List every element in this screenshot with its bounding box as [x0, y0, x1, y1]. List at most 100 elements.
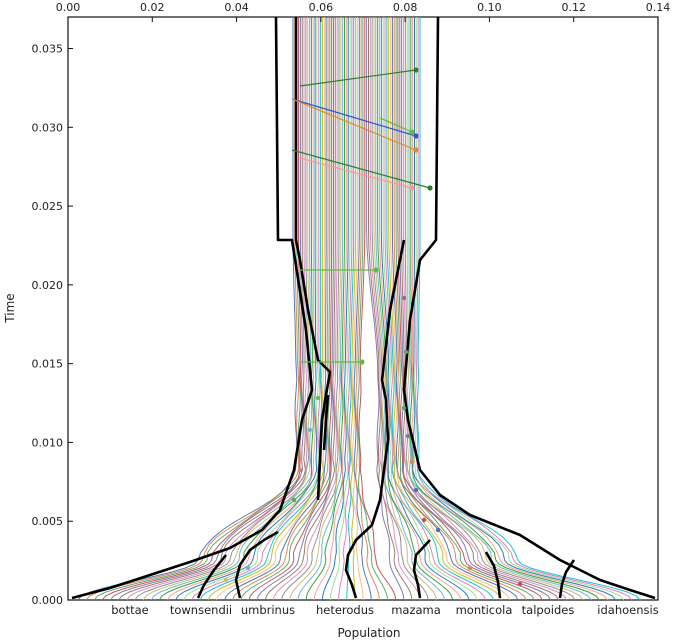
- x-tick-label: 0.06: [309, 1, 334, 14]
- y-axis-title: Time: [3, 293, 17, 323]
- lineage: [142, 17, 311, 601]
- y-tick-label: 0.000: [32, 594, 64, 607]
- lineage: [384, 17, 486, 601]
- lineage: [338, 17, 353, 601]
- population-label: talpoides: [522, 603, 575, 617]
- lineage: [273, 17, 338, 601]
- species-boundary: [196, 554, 228, 599]
- population-label: heterodus: [316, 603, 374, 617]
- migration-dot: [409, 129, 415, 135]
- y-axis: 0.000 0.005 0.010 0.015 0.020 0.025 0.030 0.035: [32, 43, 73, 607]
- species-boundary: [558, 559, 576, 599]
- event-dot: [401, 295, 407, 301]
- event-dot: [401, 405, 407, 411]
- lineage: [371, 17, 429, 601]
- lineage: [305, 17, 345, 601]
- lineage: [281, 17, 340, 601]
- y-tick-label: 0.010: [32, 436, 64, 449]
- migration-dot: [413, 67, 419, 73]
- x-tick-label: 0.08: [393, 1, 418, 14]
- lineage: [402, 17, 568, 601]
- migration-dot: [427, 185, 433, 191]
- lineage: [390, 17, 511, 601]
- species-boundary: [294, 17, 332, 501]
- species-boundary: [71, 16, 314, 600]
- plot-area: [67, 16, 659, 601]
- population-label: monticola: [456, 603, 513, 617]
- lineage: [413, 17, 625, 601]
- lineage: [379, 17, 462, 601]
- event-dot: [517, 581, 523, 587]
- lineage: [77, 17, 298, 601]
- x-axis-top: 0.00 0.02 0.04 0.06 0.08 0.10 0.12 0.14: [56, 1, 671, 22]
- y-tick-label: 0.015: [32, 358, 64, 371]
- species-boundary: [234, 530, 279, 599]
- x-axis-title: Population: [337, 626, 400, 640]
- lineage: [350, 17, 357, 600]
- y-tick-label: 0.025: [32, 200, 64, 213]
- migration-events: [223, 67, 523, 587]
- event-dot: [245, 565, 251, 571]
- x-tick-label: 0.02: [140, 1, 165, 14]
- lineage: [399, 17, 551, 601]
- x-tick-label: 0.14: [646, 1, 671, 14]
- event-dot: [413, 487, 419, 493]
- event-dot: [403, 349, 409, 355]
- migration-line: [379, 117, 413, 133]
- lineage: [85, 17, 300, 601]
- y-tick-label: 0.020: [32, 279, 64, 292]
- event-dot: [307, 427, 313, 433]
- lineage: [395, 17, 535, 601]
- y-tick-label: 0.005: [32, 515, 64, 528]
- event-dot: [291, 497, 297, 503]
- event-dot: [405, 433, 411, 439]
- lineage: [93, 17, 301, 601]
- migration-dot: [413, 147, 419, 153]
- species-boundary: [402, 16, 656, 600]
- event-dot: [467, 565, 473, 571]
- x-tick-label: 0.12: [561, 1, 586, 14]
- lineage: [289, 17, 342, 601]
- population-label: bottae: [111, 603, 148, 617]
- species-boundary: [412, 539, 431, 599]
- population-label: mazama: [391, 603, 441, 617]
- lineage: [397, 17, 543, 601]
- migration-line: [291, 98, 417, 137]
- lineage: [150, 17, 313, 601]
- lineage: [388, 17, 502, 601]
- migration-dot: [359, 359, 365, 365]
- lineage: [264, 17, 336, 601]
- migration-line: [299, 69, 417, 87]
- x-tick-label: 0.10: [477, 1, 502, 14]
- lineage: [232, 17, 329, 601]
- lineage: [256, 17, 334, 601]
- lineage: [382, 17, 478, 601]
- migration-line: [291, 149, 431, 189]
- population-label: umbrinus: [241, 603, 295, 617]
- x-tick-label: 0.04: [224, 1, 249, 14]
- lineage: [416, 17, 641, 601]
- lineage: [330, 17, 351, 601]
- lineage: [321, 17, 349, 601]
- event-dot: [435, 527, 441, 533]
- species-boundary: [322, 394, 330, 451]
- lineage: [415, 17, 633, 601]
- event-dot: [223, 577, 229, 583]
- event-dot: [421, 517, 427, 523]
- lineage: [355, 17, 380, 601]
- lineage: [110, 17, 305, 601]
- lineage: [358, 17, 397, 601]
- migration-line: [291, 98, 417, 151]
- lineage: [297, 17, 344, 601]
- population-labels: bottae townsendii umbrinus heterodus mazama m…: [111, 603, 658, 617]
- population-label: idahoensis: [597, 603, 658, 617]
- event-dot: [297, 467, 303, 473]
- event-dot: [409, 459, 415, 465]
- lineage: [240, 17, 331, 601]
- lineage: [351, 17, 364, 601]
- lineage: [356, 17, 388, 601]
- lineage: [353, 17, 372, 601]
- migration-dot: [409, 185, 415, 191]
- lineage: [409, 17, 600, 601]
- event-dot: [315, 395, 321, 401]
